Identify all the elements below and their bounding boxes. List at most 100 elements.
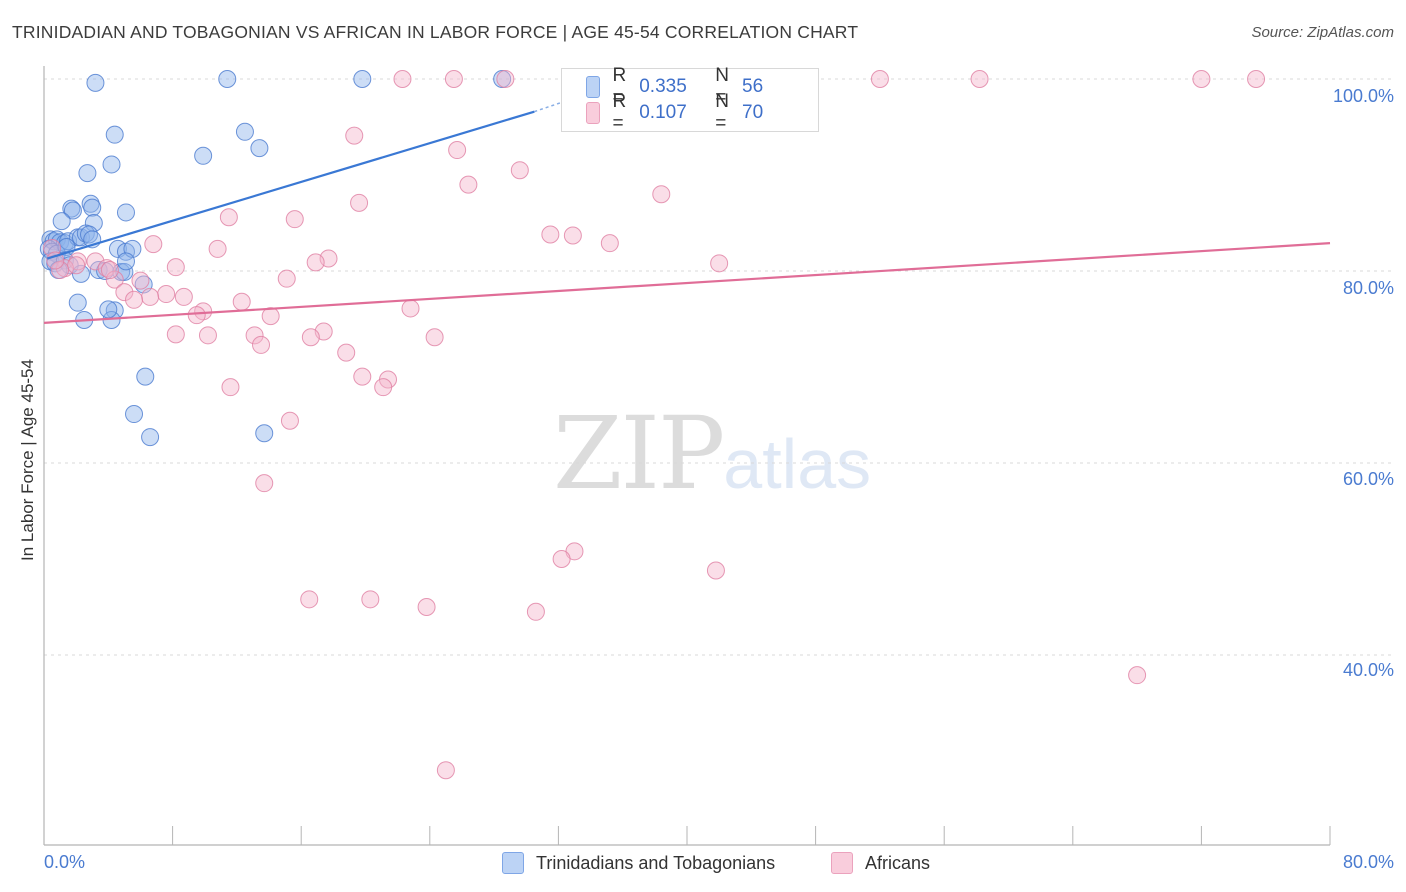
data-point-african bbox=[870, 70, 889, 88]
data-point-african bbox=[337, 343, 356, 362]
y-axis-label: In Labor Force | Age 45-54 bbox=[18, 359, 37, 561]
data-point-african bbox=[496, 70, 515, 88]
data-point-trinidadian bbox=[63, 201, 82, 220]
data-point-african bbox=[526, 602, 545, 621]
data-point-trinidadian bbox=[55, 251, 74, 270]
data-point-african bbox=[125, 290, 144, 309]
data-point-african bbox=[187, 306, 206, 325]
data-point-african bbox=[221, 378, 240, 397]
n-value: 70 bbox=[742, 102, 764, 123]
data-point-trinidadian bbox=[83, 198, 102, 217]
data-point-african bbox=[198, 326, 217, 345]
data-point-trinidadian bbox=[116, 203, 135, 222]
legend-swatch-blue bbox=[586, 76, 601, 98]
data-point-african bbox=[345, 126, 364, 145]
data-point-trinidadian bbox=[68, 293, 87, 312]
data-point-african bbox=[277, 269, 296, 288]
data-point-african bbox=[706, 561, 725, 580]
data-point-african bbox=[600, 234, 619, 253]
data-point-trinidadian bbox=[255, 424, 274, 443]
data-point-african bbox=[141, 287, 160, 306]
watermark-zip: ZIP bbox=[553, 395, 725, 512]
data-point-trinidadian bbox=[218, 70, 237, 88]
r-value: 0.335 bbox=[639, 76, 687, 97]
trend-line-african bbox=[43, 242, 1331, 324]
data-point-trinidadian bbox=[136, 367, 155, 386]
data-point-african bbox=[541, 225, 560, 244]
watermark: ZIPatlas bbox=[553, 395, 871, 512]
legend-label: Trinidadians and Tobagonians bbox=[536, 852, 776, 873]
data-point-african bbox=[232, 292, 251, 311]
data-point-african bbox=[552, 550, 571, 568]
data-point-trinidadian bbox=[99, 300, 118, 319]
data-point-african bbox=[393, 70, 412, 88]
data-point-trinidadian bbox=[141, 428, 160, 447]
data-point-trinidadian bbox=[78, 164, 97, 183]
n-value: 56 bbox=[742, 76, 764, 97]
data-point-african bbox=[131, 271, 150, 290]
data-point-african bbox=[208, 239, 227, 258]
r-label: R = bbox=[612, 65, 627, 108]
data-point-african bbox=[166, 258, 185, 277]
n-label: N = bbox=[715, 91, 729, 134]
data-point-african bbox=[115, 283, 134, 302]
data-point-african bbox=[100, 261, 119, 280]
legend-item-africans[interactable]: Africans bbox=[831, 852, 930, 874]
stats-row-africans: R = 0.107 N = 70 bbox=[586, 91, 818, 134]
data-point-african bbox=[444, 70, 463, 88]
data-point-african bbox=[261, 307, 280, 326]
data-point-african bbox=[1128, 666, 1147, 685]
data-point-african bbox=[448, 141, 467, 160]
data-point-african bbox=[157, 285, 176, 304]
data-point-african bbox=[255, 474, 274, 493]
data-point-african bbox=[285, 210, 304, 229]
stats-row-trinidadians: R = 0.335 N = 56 bbox=[586, 65, 818, 108]
data-point-african bbox=[459, 175, 478, 194]
data-point-african bbox=[245, 326, 264, 345]
chart-title: TRINIDADIAN AND TOBAGONIAN VS AFRICAN IN… bbox=[12, 22, 859, 42]
data-point-african bbox=[425, 328, 444, 347]
data-point-african bbox=[51, 261, 70, 280]
legend-label: Africans bbox=[865, 852, 931, 873]
legend-swatch-pink bbox=[831, 852, 853, 874]
data-point-trinidadian bbox=[194, 146, 213, 165]
y-tick-label-80: 80.0% bbox=[1342, 278, 1394, 298]
data-point-african bbox=[417, 598, 436, 616]
series-legend: Trinidadians and Tobagonians Africans bbox=[0, 852, 1406, 878]
data-point-african bbox=[105, 270, 124, 289]
x-tick-label-min: 0.0% bbox=[44, 852, 86, 872]
trend-line-trinidadian bbox=[46, 110, 535, 260]
legend-swatch-pink bbox=[586, 102, 601, 124]
source-credit: Source: ZipAtlas.com bbox=[1251, 24, 1394, 41]
y-tick-label-100: 100.0% bbox=[1332, 86, 1394, 106]
data-point-african bbox=[86, 252, 105, 271]
data-point-trinidadian bbox=[235, 122, 254, 141]
data-point-african bbox=[67, 256, 86, 275]
data-point-african bbox=[1247, 70, 1266, 88]
data-point-trinidadian bbox=[105, 125, 124, 144]
data-point-african bbox=[361, 590, 380, 609]
data-point-trinidadian bbox=[250, 139, 269, 158]
data-point-african bbox=[970, 70, 989, 88]
data-point-african bbox=[710, 254, 729, 273]
data-point-african bbox=[219, 208, 238, 227]
data-point-trinidadian bbox=[116, 252, 135, 271]
data-point-african bbox=[174, 287, 193, 306]
data-point-african bbox=[144, 235, 163, 254]
y-tick-label-40: 40.0% bbox=[1342, 660, 1394, 680]
data-point-african bbox=[280, 411, 299, 430]
stats-legend: R = 0.335 N = 56 R = 0.107 N = 70 bbox=[561, 65, 819, 134]
data-point-african bbox=[401, 299, 420, 318]
data-point-trinidadian bbox=[125, 405, 144, 424]
legend-item-trinidadians[interactable]: Trinidadians and Tobagonians bbox=[502, 852, 775, 874]
data-point-african bbox=[436, 761, 455, 780]
data-point-african bbox=[166, 325, 185, 344]
data-point-african bbox=[252, 335, 271, 354]
data-point-african bbox=[652, 185, 671, 204]
data-point-trinidadian bbox=[353, 70, 372, 88]
data-point-african bbox=[306, 253, 325, 272]
watermark-atlas: atlas bbox=[723, 425, 872, 503]
x-tick-label-max: 80.0% bbox=[1342, 852, 1394, 872]
data-point-african bbox=[350, 193, 369, 212]
